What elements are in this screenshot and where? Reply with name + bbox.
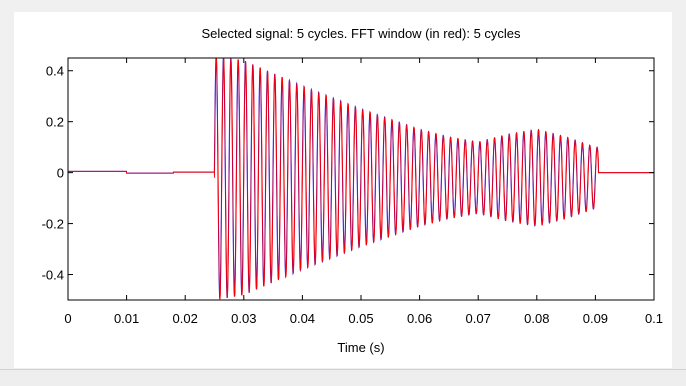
y-tick-label: 0 — [57, 166, 64, 181]
x-tick-label: 0.04 — [290, 311, 315, 326]
x-tick-label: 0.03 — [231, 311, 256, 326]
y-tick-label: -0.4 — [42, 268, 64, 283]
x-tick-label: 0.09 — [583, 311, 608, 326]
x-tick-label: 0.07 — [466, 311, 491, 326]
x-tick-label: 0.06 — [407, 311, 432, 326]
window-bottom-edge — [0, 369, 686, 386]
chart-title: Selected signal: 5 cycles. FFT window (i… — [201, 26, 521, 41]
signal-series-red — [68, 58, 654, 300]
x-tick-label: 0.08 — [524, 311, 549, 326]
y-tick-label: 0.2 — [46, 115, 64, 130]
x-tick-label: 0.02 — [173, 311, 198, 326]
x-tick-label: 0 — [64, 311, 71, 326]
x-tick-label: 0.01 — [114, 311, 139, 326]
y-tick-label: -0.2 — [42, 217, 64, 232]
y-tick-label: 0.4 — [46, 64, 64, 79]
x-tick-label: 0.1 — [645, 311, 663, 326]
x-axis-label: Time (s) — [337, 340, 384, 355]
x-tick-label: 0.05 — [348, 311, 373, 326]
